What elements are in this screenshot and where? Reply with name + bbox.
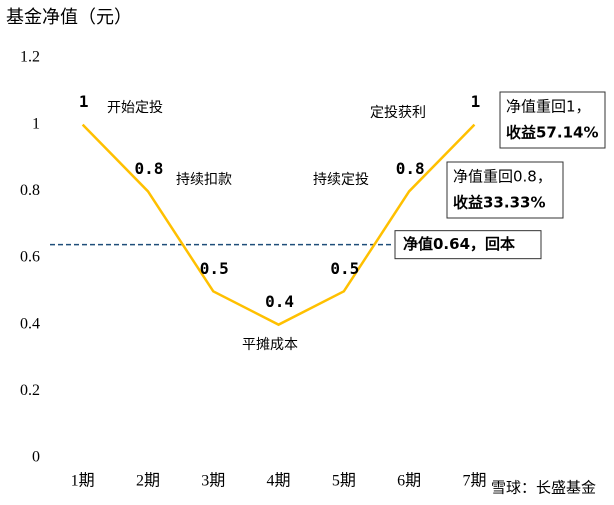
callout-text: 净值重回0.8， — [453, 168, 552, 186]
value-label: 0.5 — [330, 259, 359, 278]
value-label: 0.8 — [134, 159, 163, 178]
x-tick-label: 5期 — [332, 472, 356, 490]
y-tick-label: 1 — [32, 115, 40, 132]
annotation: 持续扣款 — [176, 171, 232, 188]
annotation: 平摊成本 — [242, 337, 298, 353]
value-label: 1 — [471, 92, 481, 111]
y-tick-label: 0.8 — [20, 182, 40, 199]
callout-box — [499, 91, 606, 149]
x-tick-label: 7期 — [462, 472, 486, 490]
reference-label: 净值0.64，回本 — [403, 235, 515, 253]
y-tick-label: 0.6 — [20, 249, 40, 266]
annotation: 开始定投 — [107, 100, 163, 116]
y-tick-label: 0.2 — [20, 382, 40, 399]
value-label: 0.4 — [265, 292, 294, 311]
y-tick-label: 0 — [32, 449, 40, 466]
value-label: 0.5 — [200, 259, 229, 278]
x-tick-label: 1期 — [71, 472, 95, 490]
reference-label-box — [394, 230, 542, 260]
value-label: 1 — [79, 92, 89, 111]
x-tick-label: 2期 — [136, 472, 160, 490]
callout-text: 收益57.14% — [506, 124, 598, 142]
chart-title: 基金净值（元） — [6, 7, 132, 28]
value-label: 0.8 — [396, 159, 425, 178]
data-line — [81, 123, 476, 327]
callout-text: 收益33.33% — [453, 194, 545, 212]
x-tick-label: 6期 — [397, 472, 421, 490]
y-tick-label: 0.4 — [20, 315, 40, 332]
callout-text: 净值重回1， — [506, 98, 591, 116]
annotation: 定投获利 — [370, 105, 426, 121]
annotation: 持续定投 — [313, 171, 369, 188]
watermark: 雪球：长盛基金 — [491, 479, 596, 497]
x-tick-label: 3期 — [201, 472, 225, 490]
y-tick-label: 1.2 — [20, 49, 40, 66]
callout-box — [446, 161, 564, 219]
x-tick-label: 4期 — [267, 472, 291, 490]
